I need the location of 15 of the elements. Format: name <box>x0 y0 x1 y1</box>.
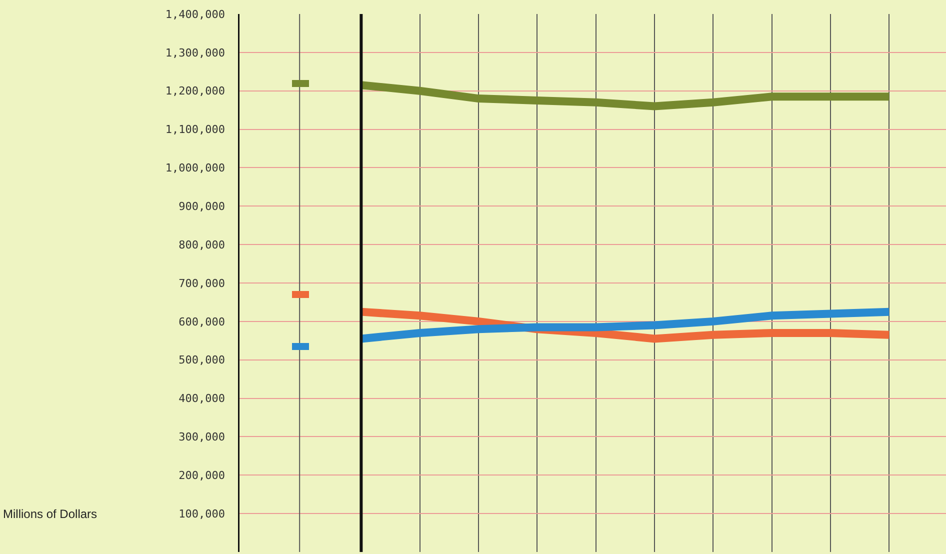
y-tick-label: 700,000 <box>178 276 225 290</box>
y-tick-label: 400,000 <box>178 392 225 406</box>
y-tick-label: 1,100,000 <box>165 123 225 136</box>
y-tick-label: 300,000 <box>178 430 225 444</box>
y-tick-label: 100,000 <box>178 507 225 520</box>
y-tick-label: 600,000 <box>178 315 225 328</box>
y-tick-label: 1,300,000 <box>165 46 225 60</box>
y-tick-label: 800,000 <box>178 238 225 252</box>
y-tick-label: 1,000,000 <box>165 162 225 175</box>
y-tick-label: 900,000 <box>178 200 225 213</box>
text: Millions of Dollars <box>3 507 98 521</box>
y-tick-label: 1,400,000 <box>165 8 225 21</box>
y-tick-label: 1,200,000 <box>165 84 225 98</box>
y-tick-label: 200,000 <box>178 468 225 482</box>
y-tick-label: 500,000 <box>178 354 225 367</box>
